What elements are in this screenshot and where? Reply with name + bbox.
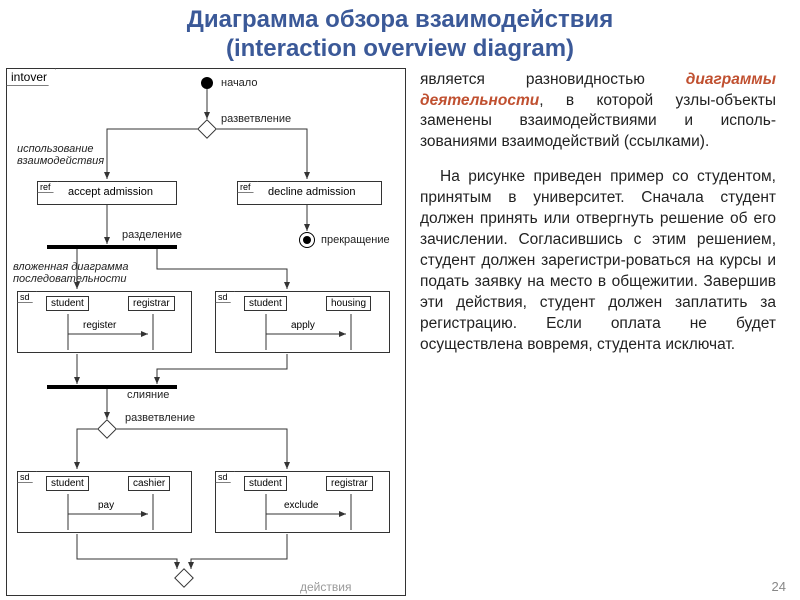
sd-apply: sd student housing apply <box>215 291 390 353</box>
sd-register: sd student registrar register <box>17 291 192 353</box>
label-branch1: разветвление <box>221 113 291 125</box>
label-start: начало <box>221 77 257 89</box>
msg-exclude: exclude <box>284 500 318 511</box>
label-branch2: разветвление <box>125 412 195 424</box>
ref-text: decline admission <box>238 182 381 201</box>
label-split: разделение <box>122 229 182 241</box>
content-row: intover <box>0 66 800 596</box>
fork-bar <box>47 245 177 249</box>
sd-pay: sd student cashier pay <box>17 471 192 533</box>
paragraph-2: На рисунке приведен пример со студентом,… <box>420 167 776 355</box>
start-node <box>201 77 213 89</box>
ref-decline-admission: ref decline admission <box>237 181 382 205</box>
diagram-frame: intover <box>6 68 406 596</box>
footer-note: действия <box>300 580 351 594</box>
msg-register: register <box>83 320 116 331</box>
label-use-interaction: использование взаимодействия <box>17 143 104 167</box>
page-title: Диаграмма обзора взаимодействия (interac… <box>0 0 800 66</box>
title-line1: Диаграмма обзора взаимодействия <box>187 6 613 33</box>
paragraph-1: является разновидностью диаграммы деятел… <box>420 70 776 154</box>
label-termination: прекращение <box>321 234 390 246</box>
ref-accept-admission: ref accept admission <box>37 181 177 205</box>
msg-apply: apply <box>291 320 315 331</box>
label-merge: слияние <box>127 389 169 401</box>
ref-text: accept admission <box>38 182 176 201</box>
description-column: является разновидностью диаграммы деятел… <box>406 66 786 596</box>
msg-pay: pay <box>98 500 114 511</box>
label-nested: вложенная диаграмма последовательности <box>13 261 128 285</box>
flow-final <box>299 232 315 248</box>
page-number: 24 <box>772 579 786 594</box>
title-line2: (interaction overview diagram) <box>226 35 574 62</box>
sd-exclude: sd student registrar exclude <box>215 471 390 533</box>
